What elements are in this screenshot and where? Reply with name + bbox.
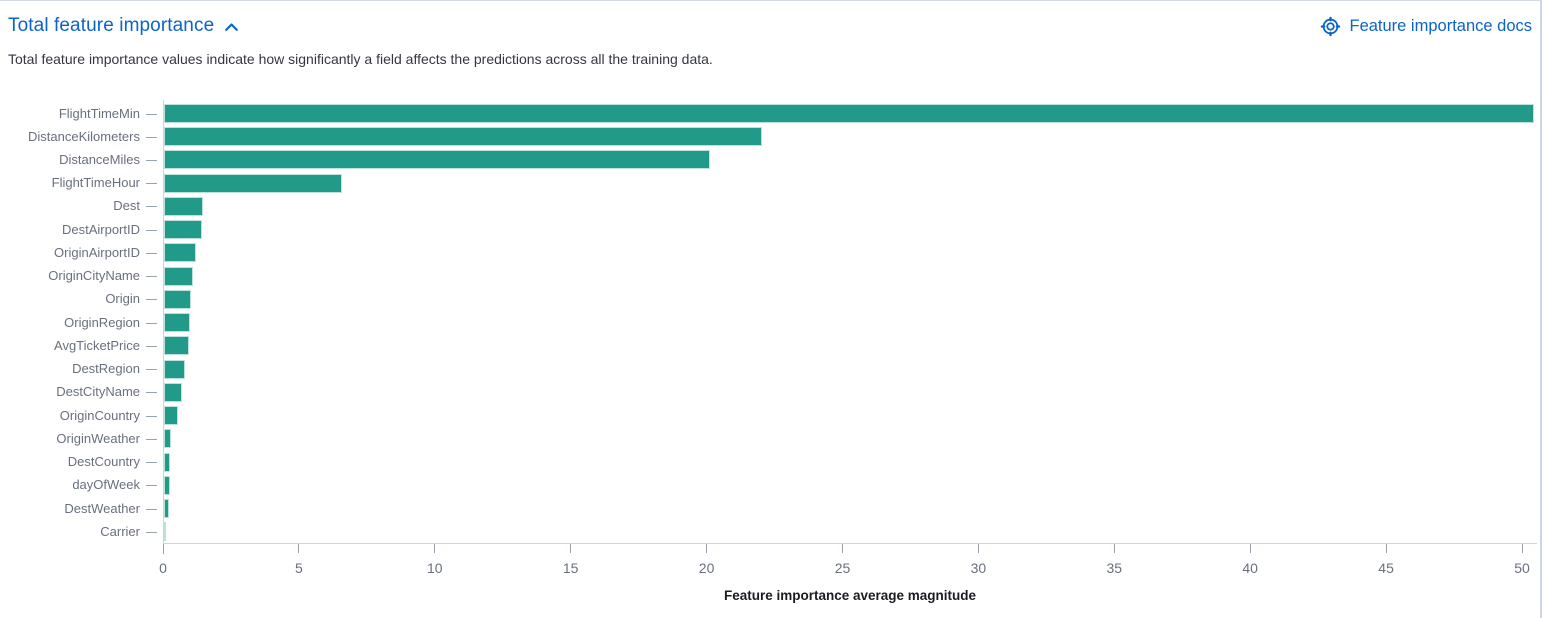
bar[interactable] xyxy=(164,220,203,240)
x-axis-tick xyxy=(1385,544,1387,553)
y-axis-tick xyxy=(146,159,157,161)
y-axis-label: Dest xyxy=(113,198,140,214)
bar[interactable] xyxy=(164,406,178,426)
x-axis: Feature importance average magnitude 0 5 1… xyxy=(159,544,1537,618)
plot-area xyxy=(163,100,1537,544)
bar[interactable] xyxy=(164,359,186,379)
y-axis-label: DestAirportID xyxy=(61,221,140,237)
y-axis-label: OriginAirportID xyxy=(54,244,140,260)
lifebuoy-help-icon xyxy=(1320,16,1341,37)
x-axis-tick-label: 5 xyxy=(294,560,303,576)
x-axis-tick-label: 35 xyxy=(1106,560,1123,576)
bar[interactable] xyxy=(164,104,1534,123)
y-axis-tick xyxy=(146,136,157,138)
y-axis-tick xyxy=(146,113,157,115)
y-axis: FlightTimeMin DistanceKilometers DistanceM… xyxy=(0,100,163,544)
y-axis-label: FlightTimeHour xyxy=(51,175,140,191)
bar[interactable] xyxy=(164,173,343,193)
x-axis-tick-label: 50 xyxy=(1514,560,1530,576)
y-axis-label: DestCountry xyxy=(67,454,140,470)
y-axis-label: AvgTicketPrice xyxy=(54,337,140,353)
y-axis-label: OriginRegion xyxy=(64,314,140,330)
y-axis-tick xyxy=(146,462,157,464)
bar[interactable] xyxy=(164,196,203,216)
x-axis-tick xyxy=(1113,544,1115,553)
y-axis-tick xyxy=(146,299,157,301)
bar[interactable] xyxy=(164,429,172,449)
y-axis-tick xyxy=(146,369,157,371)
y-axis-label: OriginCountry xyxy=(59,407,140,423)
bar[interactable] xyxy=(164,289,192,309)
panel-header: Total feature importance Feature importa… xyxy=(0,1,1542,70)
feature-importance-chart: FlightTimeMin DistanceKilometers DistanceM… xyxy=(0,100,1542,618)
y-axis-tick xyxy=(146,485,157,487)
y-axis-label: OriginCityName xyxy=(48,268,140,284)
y-axis-tick xyxy=(146,415,157,417)
feature-importance-docs-link[interactable]: Feature importance docs xyxy=(1320,16,1532,37)
x-axis-tick-label: 20 xyxy=(698,560,715,576)
y-axis-label: dayOfWeek xyxy=(72,477,140,493)
y-axis-label: DestCityName xyxy=(56,384,140,400)
y-axis-label: DestWeather xyxy=(64,500,140,516)
y-axis-tick xyxy=(146,322,157,324)
bar[interactable] xyxy=(164,127,762,147)
y-axis-label: Origin xyxy=(105,291,140,307)
x-axis-tick-label: 15 xyxy=(562,560,579,576)
section-collapse-toggle[interactable]: Total feature importance xyxy=(8,14,240,38)
bar[interactable] xyxy=(164,382,182,402)
x-axis-tick-label: 40 xyxy=(1242,560,1258,576)
y-axis-label: DestRegion xyxy=(72,361,140,377)
bar[interactable] xyxy=(164,475,170,495)
scrollbar-track[interactable] xyxy=(1540,1,1542,618)
y-axis-tick xyxy=(146,276,157,278)
y-axis-tick xyxy=(146,252,157,254)
x-axis-tick xyxy=(1521,544,1523,553)
docs-link-label: Feature importance docs xyxy=(1349,16,1532,35)
x-axis-tick xyxy=(706,544,708,553)
bar[interactable] xyxy=(164,150,711,170)
bar[interactable] xyxy=(164,243,197,263)
y-axis-tick xyxy=(146,392,157,394)
y-axis-tick xyxy=(146,345,157,347)
y-axis-label: OriginWeather xyxy=(56,430,140,446)
section-description: Total feature importance values indicate… xyxy=(8,51,713,67)
y-axis-label: DistanceKilometers xyxy=(28,128,140,144)
chevron-up-icon xyxy=(223,19,240,36)
x-axis-tick xyxy=(162,544,164,554)
x-axis-tick xyxy=(570,544,572,553)
bar[interactable] xyxy=(164,522,166,542)
x-axis-tick-label: 0 xyxy=(159,560,167,576)
x-axis-tick xyxy=(298,544,300,553)
x-axis-tick-label: 45 xyxy=(1378,560,1394,576)
y-axis-tick xyxy=(146,508,157,510)
y-axis-label: Carrier xyxy=(100,523,140,539)
y-axis-tick xyxy=(146,206,157,208)
y-axis-tick xyxy=(146,531,157,533)
bar[interactable] xyxy=(164,452,171,472)
x-axis-tick xyxy=(1249,544,1251,553)
y-axis-tick xyxy=(146,229,157,231)
x-axis-tick xyxy=(842,544,843,553)
y-axis-label: FlightTimeMin xyxy=(58,105,140,121)
y-axis-tick xyxy=(146,183,157,185)
x-axis-tick-label: 30 xyxy=(970,560,987,576)
bar[interactable] xyxy=(164,313,191,333)
x-axis-tick-label: 10 xyxy=(427,560,443,576)
x-axis-tick xyxy=(977,544,979,553)
y-axis-tick xyxy=(146,438,157,440)
section-title: Total feature importance xyxy=(8,15,215,36)
x-axis-tick-label: 25 xyxy=(834,560,851,576)
bar[interactable] xyxy=(164,266,193,286)
x-axis-tick xyxy=(434,544,436,553)
bar[interactable] xyxy=(164,336,189,356)
x-axis-title: Feature importance average magnitude xyxy=(723,588,977,603)
y-axis-label: DistanceMiles xyxy=(59,151,140,167)
bar[interactable] xyxy=(164,499,169,519)
